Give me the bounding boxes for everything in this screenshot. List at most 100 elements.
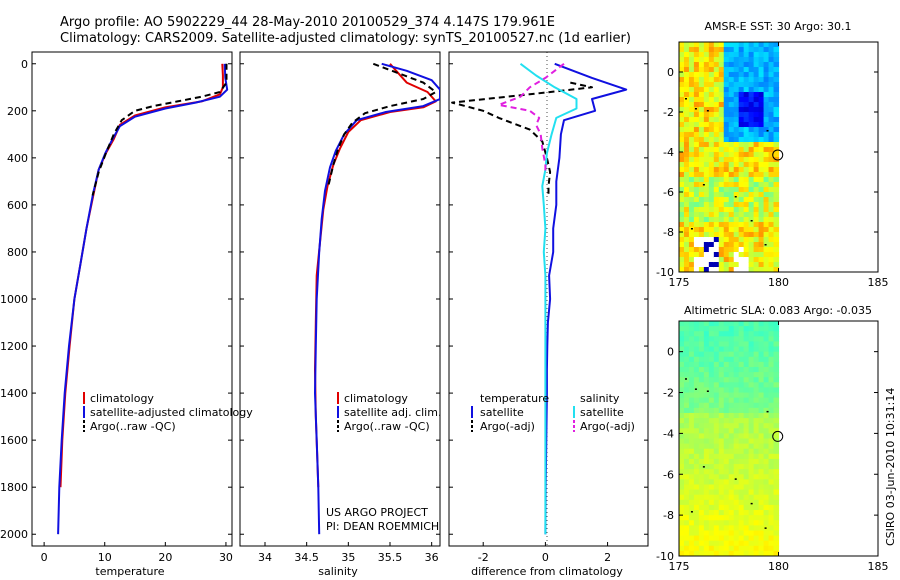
sla-cell <box>698 397 705 404</box>
sla-cell <box>723 372 730 378</box>
y-tick-label: -10 <box>656 550 674 563</box>
sst-cell <box>743 67 750 73</box>
sst-cell <box>693 257 700 263</box>
sst-cell <box>763 72 770 78</box>
sla-cell <box>718 464 725 470</box>
sla-cell <box>743 479 750 486</box>
sla-cell <box>768 515 775 521</box>
sla-cell <box>758 361 765 368</box>
sla-cell <box>688 351 695 358</box>
sst-cell <box>758 82 765 88</box>
sst-cell <box>743 147 750 153</box>
sst-cell <box>693 197 700 203</box>
legend-satellite-adjusted-climatology: satellite-adjusted climatology <box>90 406 253 419</box>
sla-cell <box>753 474 760 480</box>
sla-cell <box>683 423 690 429</box>
sla-cell <box>718 382 725 389</box>
sst-cell <box>753 87 760 93</box>
sst-cell <box>723 262 730 268</box>
sla-cell <box>748 510 755 516</box>
sst-cell <box>738 187 745 193</box>
sla-cell <box>718 443 725 450</box>
sst-cell <box>733 267 740 272</box>
sst-cell <box>768 202 775 208</box>
sst-cell <box>743 87 750 93</box>
sst-cell <box>753 222 760 228</box>
sla-cell <box>723 474 730 480</box>
sla-cell <box>733 438 740 445</box>
legend-temperature-title: temperature <box>480 392 549 405</box>
sla-cell <box>683 530 690 537</box>
sla-cell <box>698 504 705 511</box>
sla-cell <box>728 494 735 501</box>
marker-layer <box>772 149 784 161</box>
sla-cell <box>768 366 775 373</box>
x-tick-label: -2 <box>478 551 489 564</box>
sla-cell <box>713 382 720 389</box>
sla-cell <box>753 464 760 470</box>
sst-cell <box>698 257 705 263</box>
sla-cell <box>748 377 755 383</box>
sst-cell <box>768 127 775 133</box>
sst-cell <box>748 217 755 223</box>
sla-cell <box>733 372 740 378</box>
sla-cell <box>718 530 725 537</box>
sst-cell <box>733 237 740 243</box>
sst-cell <box>683 142 690 148</box>
sla-cell <box>703 464 710 470</box>
sla-cell <box>758 377 765 383</box>
sla-cell <box>748 356 755 363</box>
sst-cell <box>743 82 750 88</box>
sst-cell <box>703 222 710 228</box>
land-speck <box>702 184 705 186</box>
sla-cell <box>713 489 720 496</box>
sla-cell <box>688 356 695 363</box>
sst-cell <box>718 102 725 108</box>
sst-cell <box>748 267 755 272</box>
sla-cell <box>748 321 755 327</box>
sst-cell <box>708 87 715 93</box>
sst-cell <box>708 152 715 158</box>
sst-cell <box>683 222 690 228</box>
sst-cell <box>693 267 700 272</box>
sst-cell <box>733 252 740 258</box>
sla-cell <box>728 366 735 373</box>
sst-cell <box>708 92 715 98</box>
sla-cell <box>773 356 780 363</box>
sst-cell <box>713 182 720 188</box>
sst-cell <box>688 107 695 113</box>
sla-cell <box>693 428 700 434</box>
sst-cell <box>773 202 780 208</box>
series-line-salinity-satellite <box>519 62 578 535</box>
sla-cell <box>698 418 705 424</box>
sla-heatmap-cells <box>679 321 780 556</box>
sst-cell <box>773 162 780 168</box>
sst-cell <box>748 162 755 168</box>
sst-cell <box>683 52 690 58</box>
sla-cell <box>683 443 690 450</box>
sst-cell <box>728 152 735 158</box>
sst-cell <box>679 102 685 108</box>
sla-cell <box>773 366 780 373</box>
sst-cell <box>698 222 705 228</box>
sla-cell <box>763 520 770 526</box>
series-line-satellite-adjusted-climatology <box>57 63 229 535</box>
sla-cell <box>738 331 745 337</box>
sst-cell <box>688 47 695 53</box>
sst-cell <box>688 117 695 123</box>
sst-cell <box>748 167 755 173</box>
sla-cell <box>698 545 705 552</box>
sla-cell <box>713 331 720 337</box>
sst-cell <box>738 77 745 83</box>
land-speck <box>690 511 693 513</box>
sla-cell <box>733 515 740 521</box>
sla-cell <box>753 326 760 332</box>
sla-cell <box>693 504 700 511</box>
sla-cell <box>738 515 745 521</box>
sla-cell <box>693 341 700 348</box>
argo-float-location-marker <box>772 149 784 161</box>
sla-cell <box>698 494 705 501</box>
sla-cell <box>743 331 750 337</box>
sst-cell <box>748 237 755 243</box>
sla-cell <box>738 550 745 556</box>
